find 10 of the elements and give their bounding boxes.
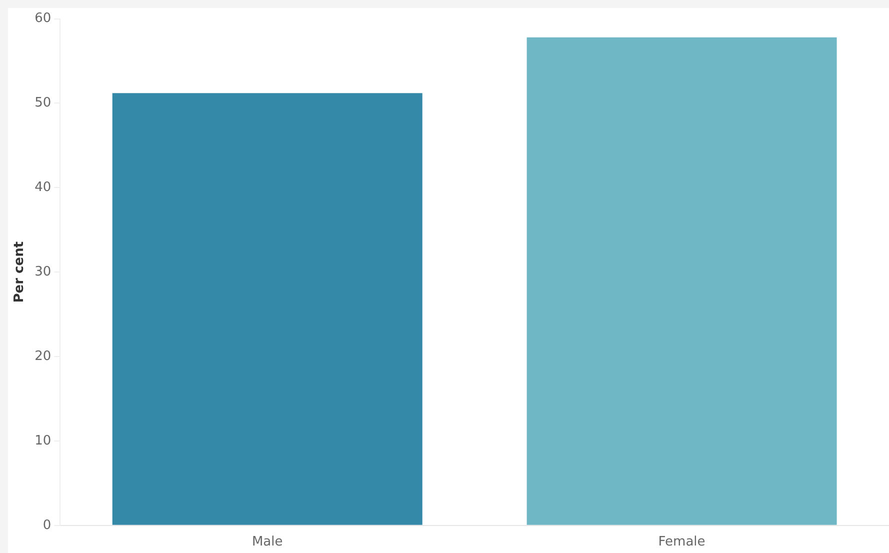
- y-tick-label: 40: [34, 180, 52, 196]
- y-tick-label: 30: [34, 264, 52, 280]
- x-tick-label: Male: [252, 534, 283, 550]
- y-tick-label: 10: [34, 433, 52, 448]
- y-tick-label: 50: [34, 96, 52, 111]
- x-tick-label: Female: [658, 534, 706, 550]
- y-tick-label: 20: [34, 348, 52, 364]
- y-tick-label: 60: [34, 11, 52, 26]
- y-axis-title: Per cent: [12, 241, 28, 303]
- y-tick-label: 0: [42, 518, 52, 533]
